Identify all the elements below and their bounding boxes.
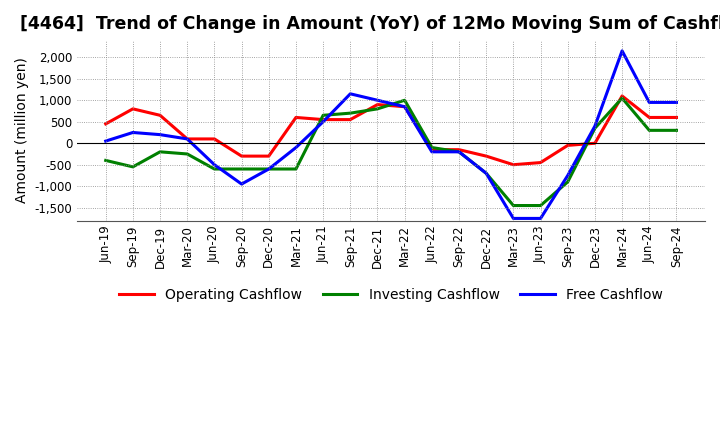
Operating Cashflow — [129, 106, 138, 111]
Free Cashflow — [645, 100, 654, 105]
Free Cashflow — [156, 132, 164, 137]
Y-axis label: Amount (million yen): Amount (million yen) — [15, 57, 29, 203]
Operating Cashflow — [156, 113, 164, 118]
Investing Cashflow — [428, 145, 436, 150]
Investing Cashflow — [102, 158, 110, 163]
Investing Cashflow — [645, 128, 654, 133]
Free Cashflow — [292, 145, 300, 150]
Free Cashflow — [618, 48, 626, 54]
Operating Cashflow — [672, 115, 681, 120]
Investing Cashflow — [564, 179, 572, 184]
Operating Cashflow — [102, 121, 110, 127]
Free Cashflow — [672, 100, 681, 105]
Operating Cashflow — [319, 117, 328, 122]
Line: Free Cashflow: Free Cashflow — [106, 51, 677, 218]
Operating Cashflow — [210, 136, 219, 142]
Investing Cashflow — [319, 113, 328, 118]
Line: Operating Cashflow: Operating Cashflow — [106, 96, 677, 165]
Legend: Operating Cashflow, Investing Cashflow, Free Cashflow: Operating Cashflow, Investing Cashflow, … — [114, 282, 669, 308]
Free Cashflow — [590, 123, 599, 128]
Investing Cashflow — [346, 110, 355, 116]
Operating Cashflow — [346, 117, 355, 122]
Free Cashflow — [238, 181, 246, 187]
Free Cashflow — [428, 149, 436, 154]
Operating Cashflow — [264, 154, 273, 159]
Free Cashflow — [455, 149, 464, 154]
Investing Cashflow — [156, 149, 164, 154]
Operating Cashflow — [428, 147, 436, 152]
Investing Cashflow — [183, 151, 192, 157]
Operating Cashflow — [455, 147, 464, 152]
Investing Cashflow — [373, 106, 382, 111]
Operating Cashflow — [373, 102, 382, 107]
Free Cashflow — [319, 119, 328, 125]
Investing Cashflow — [618, 95, 626, 101]
Operating Cashflow — [564, 143, 572, 148]
Operating Cashflow — [509, 162, 518, 167]
Free Cashflow — [129, 130, 138, 135]
Operating Cashflow — [400, 104, 409, 110]
Investing Cashflow — [536, 203, 545, 208]
Investing Cashflow — [482, 171, 490, 176]
Investing Cashflow — [455, 149, 464, 154]
Free Cashflow — [509, 216, 518, 221]
Free Cashflow — [564, 173, 572, 178]
Title: [4464]  Trend of Change in Amount (YoY) of 12Mo Moving Sum of Cashflows: [4464] Trend of Change in Amount (YoY) o… — [20, 15, 720, 33]
Operating Cashflow — [536, 160, 545, 165]
Free Cashflow — [536, 216, 545, 221]
Line: Investing Cashflow: Investing Cashflow — [106, 98, 677, 205]
Operating Cashflow — [482, 154, 490, 159]
Investing Cashflow — [264, 166, 273, 172]
Operating Cashflow — [645, 115, 654, 120]
Investing Cashflow — [590, 125, 599, 131]
Investing Cashflow — [238, 166, 246, 172]
Investing Cashflow — [400, 98, 409, 103]
Investing Cashflow — [129, 164, 138, 169]
Operating Cashflow — [183, 136, 192, 142]
Investing Cashflow — [292, 166, 300, 172]
Free Cashflow — [373, 98, 382, 103]
Operating Cashflow — [238, 154, 246, 159]
Free Cashflow — [346, 91, 355, 96]
Operating Cashflow — [590, 141, 599, 146]
Operating Cashflow — [618, 93, 626, 99]
Free Cashflow — [482, 171, 490, 176]
Free Cashflow — [183, 136, 192, 142]
Free Cashflow — [102, 139, 110, 144]
Operating Cashflow — [292, 115, 300, 120]
Free Cashflow — [400, 104, 409, 110]
Free Cashflow — [264, 166, 273, 172]
Investing Cashflow — [509, 203, 518, 208]
Investing Cashflow — [210, 166, 219, 172]
Investing Cashflow — [672, 128, 681, 133]
Free Cashflow — [210, 162, 219, 167]
